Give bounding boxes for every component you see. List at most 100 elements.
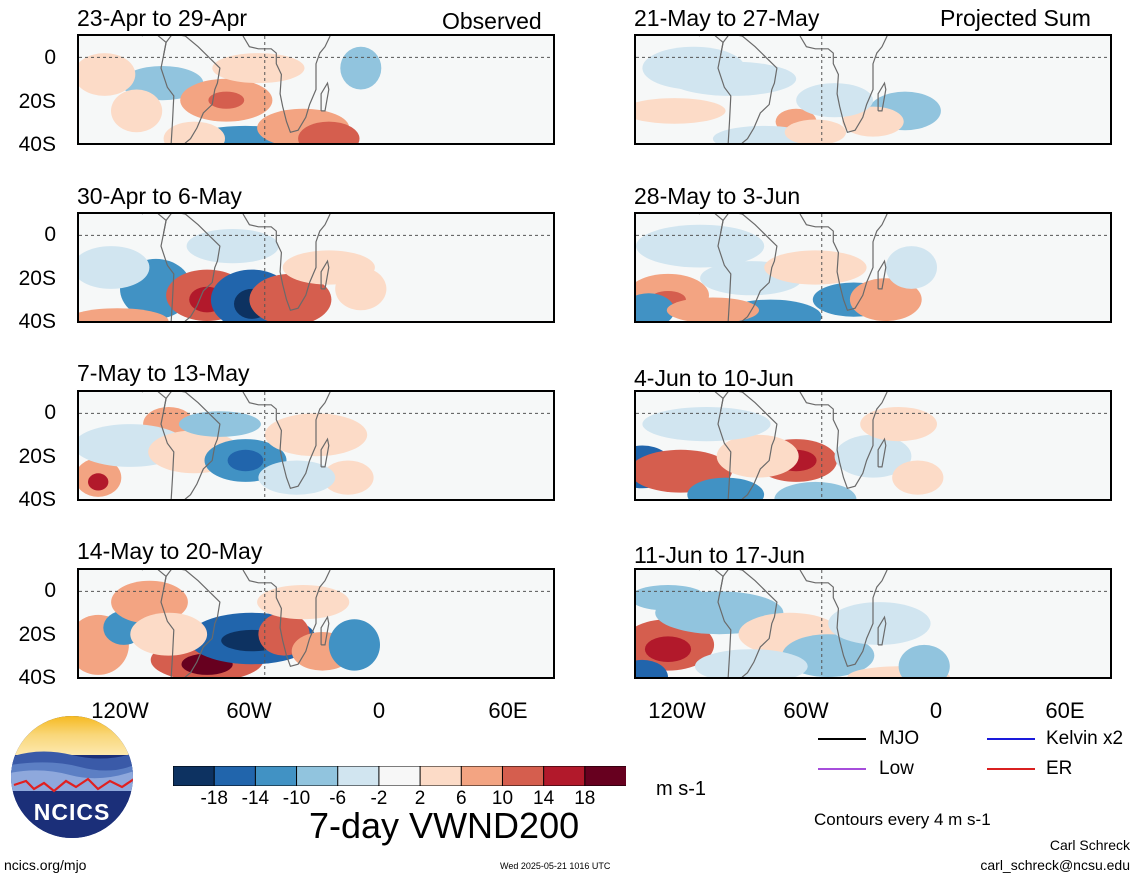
wind-anomaly-contour bbox=[208, 91, 245, 109]
central-america-coast bbox=[141, 392, 167, 412]
south-america-coast bbox=[717, 570, 778, 677]
africa-coast bbox=[242, 36, 331, 134]
wind-anomaly-contour bbox=[186, 229, 279, 264]
wind-anomaly-contour bbox=[860, 407, 937, 442]
colorbar-swatch bbox=[543, 765, 586, 787]
x-tick-120w: 120W bbox=[91, 698, 149, 723]
madagascar-coast bbox=[320, 259, 330, 290]
ncics-logo: NCICS bbox=[10, 715, 134, 839]
wind-anomaly-contour bbox=[636, 659, 668, 677]
central-america-coast bbox=[141, 36, 167, 56]
colorbar-tick-label: -18 bbox=[200, 788, 228, 809]
map-panel-6 bbox=[634, 212, 1112, 323]
colorbar-tick-label: 14 bbox=[533, 788, 555, 809]
africa-coast bbox=[242, 570, 331, 668]
madagascar-coast bbox=[877, 259, 887, 290]
wind-anomaly-contour bbox=[764, 250, 867, 285]
x-tick-120w: 120W bbox=[648, 698, 706, 723]
wind-anomaly-contour bbox=[892, 460, 944, 495]
legend-label-mjo: MJO bbox=[879, 728, 920, 749]
wind-anomaly-contour bbox=[79, 308, 169, 321]
panel-title-7: 4-Jun to 10-Jun bbox=[634, 365, 794, 391]
wind-anomaly-contour bbox=[842, 106, 904, 137]
panel-title-6: 28-May to 3-Jun bbox=[634, 183, 801, 209]
legend-line-kelvin bbox=[987, 738, 1035, 740]
author-email: carl_schreck@ncsu.edu bbox=[980, 857, 1130, 873]
map-panel-8 bbox=[634, 568, 1112, 679]
y-tick-20s: 20S bbox=[18, 445, 56, 468]
colorbar-swatch bbox=[296, 765, 339, 787]
central-america-coast bbox=[698, 36, 724, 56]
wind-anomaly-contour bbox=[642, 46, 745, 90]
colorbar-tick-label: 2 bbox=[414, 788, 426, 809]
south-america-coast bbox=[717, 36, 778, 143]
south-america-coast bbox=[160, 214, 221, 321]
wind-anomaly-contour bbox=[716, 434, 799, 478]
y-tick-20s: 20S bbox=[18, 267, 56, 290]
madagascar-coast bbox=[877, 437, 887, 468]
africa-coast bbox=[242, 214, 331, 312]
legend-line-mjo bbox=[818, 738, 866, 740]
colorbar-tick-label: 6 bbox=[456, 788, 467, 809]
x-tick-60e: 60E bbox=[488, 698, 528, 723]
map-panel-4 bbox=[77, 568, 555, 679]
colorbar-tick-label: -6 bbox=[329, 788, 347, 809]
colorbar-swatch bbox=[213, 765, 257, 787]
panel-title-4: 14-May to 20-May bbox=[77, 538, 263, 564]
wind-anomaly-contour bbox=[340, 46, 382, 90]
wind-anomaly-contour bbox=[636, 293, 675, 321]
map-panel-5 bbox=[634, 34, 1112, 145]
map-panel-1 bbox=[77, 34, 555, 145]
wind-anomaly-contour bbox=[322, 460, 374, 495]
south-america-coast bbox=[717, 392, 778, 499]
colorbar-swatch bbox=[584, 765, 628, 787]
y-tick-40s: 40S bbox=[18, 133, 56, 156]
madagascar-coast bbox=[320, 615, 330, 646]
panel-title-1: 23-Apr to 29-Apr bbox=[77, 5, 248, 31]
panel-title-3: 7-May to 13-May bbox=[77, 360, 250, 386]
y-tick-0: 0 bbox=[44, 579, 56, 602]
wind-anomaly-contour bbox=[636, 224, 765, 268]
footer-timestamp: Wed 2025-05-21 1016 UTC bbox=[500, 861, 611, 871]
wind-anomaly-contour bbox=[636, 98, 726, 124]
wind-anomaly-contour bbox=[298, 121, 360, 143]
madagascar-coast bbox=[320, 81, 330, 112]
y-tick-0: 0 bbox=[44, 46, 56, 69]
wind-anomaly-contour bbox=[79, 246, 150, 289]
wind-anomaly-contour bbox=[335, 267, 387, 311]
legend-label-kelvin: Kelvin x2 bbox=[1046, 728, 1124, 749]
footer-url: ncics.org/mjo bbox=[4, 857, 87, 873]
wind-anomaly-contour bbox=[249, 273, 332, 321]
map-panel-7 bbox=[634, 390, 1112, 501]
south-america-coast bbox=[160, 392, 221, 499]
contours-note: Contours every 4 m s-1 bbox=[814, 810, 991, 829]
map-panel-3 bbox=[77, 390, 555, 501]
wind-anomaly-contour bbox=[79, 53, 136, 96]
colorbar-swatch bbox=[501, 765, 545, 787]
wind-anomaly-contour bbox=[694, 649, 808, 677]
x-tick-0: 0 bbox=[372, 698, 386, 723]
colorbar-swatch bbox=[378, 765, 422, 787]
x-tick-60w: 60W bbox=[783, 698, 829, 723]
africa-coast bbox=[799, 214, 888, 312]
colorbar-tick-label: -14 bbox=[241, 788, 270, 809]
legend-line-low bbox=[818, 768, 866, 770]
colorbar-tick-label: 10 bbox=[491, 788, 514, 809]
colorbar-swatch bbox=[460, 765, 504, 787]
colorbar-swatch bbox=[337, 765, 380, 787]
central-america-coast bbox=[698, 214, 724, 234]
wind-anomaly-contour bbox=[644, 636, 692, 662]
wind-anomaly-contour bbox=[828, 602, 931, 645]
x-tick-0: 0 bbox=[929, 698, 943, 723]
africa-coast bbox=[799, 36, 888, 134]
y-tick-40s: 40S bbox=[18, 666, 56, 689]
legend-label-low: Low bbox=[879, 758, 914, 779]
projected-label: Projected Sum bbox=[940, 5, 1091, 31]
wind-anomaly-contour bbox=[885, 246, 937, 289]
south-america-coast bbox=[160, 36, 221, 143]
central-america-coast bbox=[141, 570, 167, 590]
wind-anomaly-contour bbox=[642, 407, 771, 442]
wind-anomaly-contour bbox=[687, 477, 765, 499]
south-america-coast bbox=[160, 570, 221, 677]
y-tick-0: 0 bbox=[44, 401, 56, 424]
